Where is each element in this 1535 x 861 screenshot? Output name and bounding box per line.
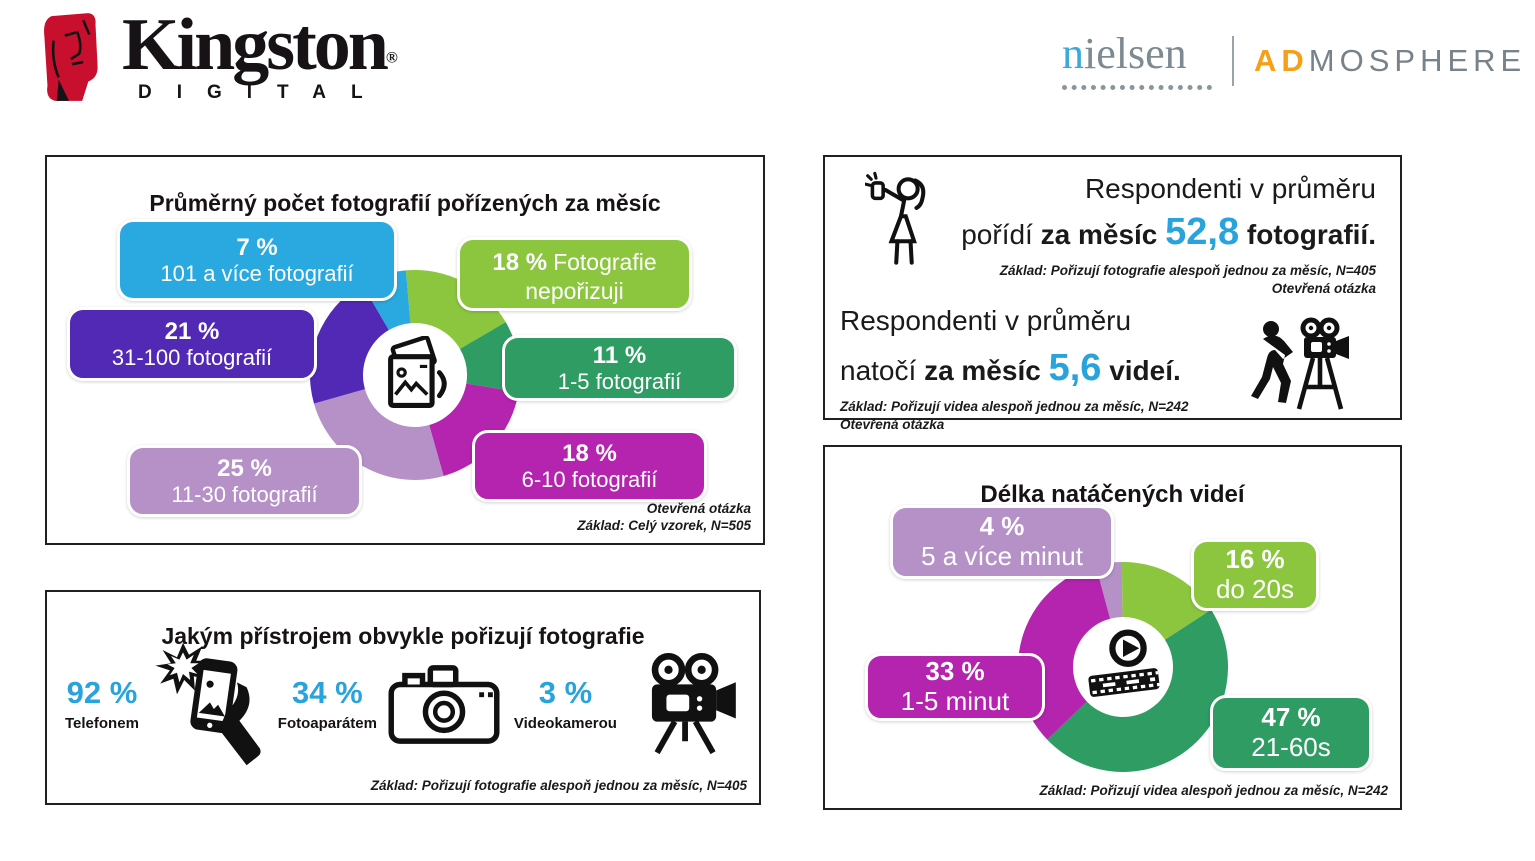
avg-videos-note: Základ: Pořizují videa alespoň jednou za… xyxy=(840,399,1189,433)
nielsen-wordmark: nielsen xyxy=(1062,29,1187,78)
avg-photos-note: Základ: Pořizují fotografie alespoň jedn… xyxy=(999,263,1376,297)
chip-1-5-min: 33 % 1-5 minut xyxy=(865,653,1045,721)
avg-photos-line1: Respondenti v průměru xyxy=(1084,173,1376,204)
chip-5-plus-min: 4 % 5 a více minut xyxy=(890,505,1114,579)
avg-photos-line2: pořídí za měsíc 52,8 fotografií. xyxy=(961,211,1376,253)
nielsen-admosphere-logo: nielsen ADMOSPHERE xyxy=(1062,32,1526,90)
chip-1-5: 11 % 1-5 fotografií xyxy=(502,335,737,401)
avg-photos-block: Respondenti v průměru pořídí za měsíc 52… xyxy=(961,173,1376,298)
selfie-woman-icon xyxy=(865,171,937,271)
kingston-head-icon xyxy=(32,10,114,104)
video-length-donut-chart xyxy=(1018,562,1228,772)
panel-footnote: Základ: Pořizují fotografie alespoň jedn… xyxy=(370,778,747,794)
panel-video-length: Délka natáčených videí 4 % 5 a více minu… xyxy=(823,445,1402,810)
video-camera-icon xyxy=(625,652,741,756)
admosphere-wordmark: ADMOSPHERE xyxy=(1254,43,1527,78)
chip-101-plus: 7 % 101 a více fotografií xyxy=(117,219,397,301)
panel-averages: Respondenti v průměru pořídí za měsíc 52… xyxy=(823,155,1402,432)
chip-11-30: 25 % 11-30 fotografií xyxy=(127,445,362,517)
chip-31-100: 21 % 31-100 fotografií xyxy=(67,307,317,381)
kingston-logo: Kingston® DIGITAL xyxy=(32,4,398,104)
avg-videos-line1: Respondenti v průměru xyxy=(840,305,1132,336)
videographer-icon xyxy=(1245,315,1353,415)
camera-icon xyxy=(385,661,503,747)
panel-title: Průměrný počet fotografií pořízených za … xyxy=(149,190,661,217)
avg-videos-block: Respondenti v průměru natočí za měsíc 5,… xyxy=(840,305,1189,434)
registered-mark: ® xyxy=(385,49,398,67)
panel-footnote: Otevřená otázka Základ: Celý vzorek, N=5… xyxy=(577,500,751,534)
chip-21-60s: 47 % 21-60s xyxy=(1210,695,1372,771)
photos-donut-chart xyxy=(310,270,520,480)
avg-videos-line2: natočí za měsíc 5,6 videí. xyxy=(840,347,1181,389)
panel-title: Délka natáčených videí xyxy=(980,480,1245,508)
panel-footnote: Základ: Pořizují videa alespoň jednou za… xyxy=(1039,783,1389,799)
chip-6-10: 18 % 6-10 fotografií xyxy=(472,430,707,502)
kingston-wordmark: Kingston® xyxy=(122,4,398,86)
panel-title: Jakým přístrojem obvykle pořizují fotogr… xyxy=(161,623,645,650)
nielsen-dots-icon xyxy=(1062,85,1212,90)
avg-videos-value: 5,6 xyxy=(1048,347,1102,389)
phone-in-hand-icon xyxy=(147,640,267,768)
avg-photos-value: 52,8 xyxy=(1165,211,1240,253)
chip-no-photos: 18 % Fotografie nepořizuji xyxy=(457,237,692,311)
panel-devices: Jakým přístrojem obvykle pořizují fotogr… xyxy=(45,590,761,805)
device-row: 92 % Telefonem xyxy=(65,640,741,768)
chip-under-20s: 16 % do 20s xyxy=(1191,539,1319,611)
logo-divider xyxy=(1232,36,1234,86)
kingston-digital-label: DIGITAL xyxy=(138,82,388,104)
play-film-icon xyxy=(1075,619,1171,715)
photos-icon xyxy=(365,325,465,425)
device-camera: 34 % Fotoaparátem xyxy=(278,640,503,768)
device-videocamera: 3 % Videokamerou xyxy=(514,640,741,768)
device-phone: 92 % Telefonem xyxy=(65,640,267,768)
panel-photos-per-month: Průměrný počet fotografií pořízených za … xyxy=(45,155,765,545)
